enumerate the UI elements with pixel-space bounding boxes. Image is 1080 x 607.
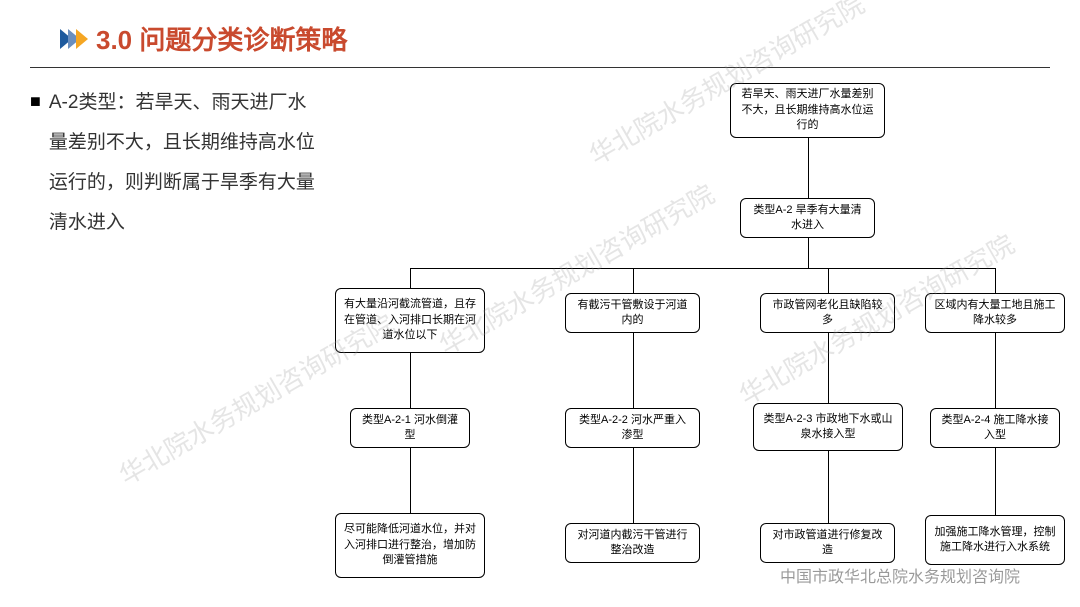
page-title: 3.0 问题分类诊断策略 bbox=[96, 20, 347, 57]
flowchart-node: 若旱天、雨天进厂水量差别不大，且长期维持高水位运行的 bbox=[730, 83, 885, 138]
description-text: A-2类型：若旱天、雨天进厂水量差别不大，且长期维持高水位运行的，则判断属于旱季… bbox=[49, 83, 320, 243]
description-panel: ■ A-2类型：若旱天、雨天进厂水量差别不大，且长期维持高水位运行的，则判断属于… bbox=[30, 83, 335, 603]
flowchart-node: 类型A-2-3 市政地下水或山泉水接入型 bbox=[753, 403, 903, 451]
watermark-footer: 中国市政华北总院水务规划咨询院 bbox=[780, 563, 1020, 587]
content-area: ■ A-2类型：若旱天、雨天进厂水量差别不大，且长期维持高水位运行的，则判断属于… bbox=[0, 83, 1080, 603]
bullet-icon: ■ bbox=[30, 83, 41, 121]
flowchart-node: 加强施工降水管理，控制施工降水进行入水系统 bbox=[925, 515, 1065, 565]
flowchart: 若旱天、雨天进厂水量差别不大，且长期维持高水位运行的类型A-2 旱季有大量清水进… bbox=[335, 83, 1050, 603]
slide-header: 3.0 问题分类诊断策略 bbox=[30, 0, 1050, 68]
flowchart-node: 类型A-2-2 河水严重入渗型 bbox=[565, 408, 700, 448]
flowchart-node: 有大量沿河截流管道，且存在管道、入河排口长期在河道水位以下 bbox=[335, 288, 485, 353]
flowchart-node: 类型A-2-4 施工降水接入型 bbox=[930, 408, 1060, 448]
flowchart-node: 对河道内截污干管进行整治改造 bbox=[565, 523, 700, 563]
flowchart-node: 类型A-2-1 河水倒灌型 bbox=[350, 408, 470, 448]
flowchart-node: 有截污干管敷设于河道内的 bbox=[565, 293, 700, 333]
flowchart-node: 市政管网老化且缺陷较多 bbox=[760, 293, 895, 333]
flowchart-node: 类型A-2 旱季有大量清水进入 bbox=[740, 198, 875, 238]
chevron-icon bbox=[60, 29, 84, 49]
flowchart-node: 区域内有大量工地且施工降水较多 bbox=[925, 293, 1065, 333]
flowchart-node: 尽可能降低河道水位，并对入河排口进行整治，增加防倒灌管措施 bbox=[335, 513, 485, 578]
flowchart-node: 对市政管道进行修复改造 bbox=[760, 523, 895, 563]
